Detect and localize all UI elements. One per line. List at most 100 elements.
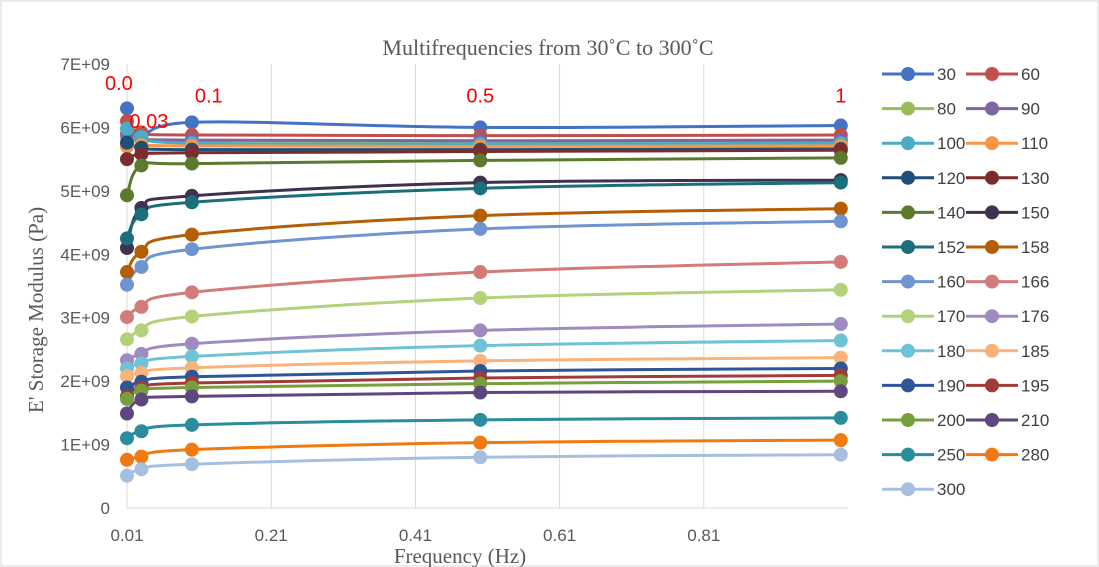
data-point-152-1 (134, 207, 149, 222)
legend-label: 180 (937, 342, 965, 361)
data-point-280-4 (833, 433, 848, 448)
data-point-250-1 (134, 424, 149, 439)
legend-label: 300 (937, 480, 965, 499)
legend-swatch-marker (985, 136, 999, 151)
legend-label: 30 (937, 65, 956, 84)
legend-label: 158 (1021, 238, 1049, 257)
legend-item-130: 130 (966, 169, 1049, 188)
legend-swatch-marker (985, 274, 999, 289)
data-point-160-0 (120, 277, 134, 292)
x-axis-title: Frequency (Hz) (394, 544, 526, 567)
legend-item-200: 200 (882, 411, 965, 430)
data-point-210-0 (120, 406, 134, 421)
legend-label: 130 (1021, 169, 1049, 188)
series-markers (120, 101, 848, 483)
data-point-140-1 (134, 158, 149, 173)
legend-label: 190 (937, 376, 965, 395)
y-tick-label: 3E+09 (60, 309, 110, 328)
data-point-140-4 (833, 150, 848, 165)
data-point-170-4 (833, 282, 848, 297)
legend-item-176: 176 (966, 307, 1049, 326)
data-point-158-0 (120, 265, 134, 280)
data-point-130-2 (184, 145, 199, 160)
y-tick-label: 0 (101, 499, 110, 518)
legend-item-166: 166 (966, 273, 1049, 292)
data-point-185-4 (833, 350, 848, 365)
legend-item-80: 80 (882, 100, 956, 119)
data-point-160-2 (184, 242, 199, 257)
legend-item-150: 150 (966, 203, 1049, 222)
annotation-label: 0.03 (129, 111, 168, 133)
legend-swatch-marker (985, 309, 999, 324)
legend-swatch-marker (985, 343, 999, 358)
data-point-120-0 (120, 135, 134, 150)
data-point-210-1 (134, 392, 149, 407)
data-point-300-2 (184, 457, 199, 472)
legend-swatch-marker (985, 240, 999, 254)
legend-swatch-marker (901, 170, 915, 185)
data-point-160-1 (134, 259, 149, 274)
legend-item-110: 110 (966, 134, 1048, 153)
annotation-label: 0.5 (466, 86, 494, 108)
legend-item-190: 190 (882, 376, 965, 395)
legend-item-280: 280 (966, 446, 1049, 465)
legend-item-195: 195 (966, 376, 1049, 395)
legend-item-160: 160 (882, 273, 965, 292)
legend-swatch-marker (901, 413, 915, 427)
data-point-152-4 (833, 175, 848, 190)
data-point-100-0 (120, 121, 134, 136)
data-point-170-1 (134, 323, 149, 338)
data-point-210-3 (473, 385, 488, 400)
data-point-140-2 (184, 156, 199, 171)
data-point-176-4 (833, 317, 848, 332)
data-point-152-3 (473, 181, 488, 196)
annotation-label: 0.1 (195, 86, 223, 108)
data-point-140-3 (473, 153, 488, 168)
legend-label: 150 (1021, 203, 1049, 222)
data-point-166-3 (473, 265, 488, 280)
chart-title: Multifrequencies from 30˚C to 300˚C (382, 35, 713, 60)
legend-swatch-marker (901, 67, 915, 81)
x-tick-label: 0.41 (399, 526, 432, 545)
data-point-210-4 (833, 384, 848, 399)
legend-swatch-marker (985, 413, 999, 427)
legend-label: 170 (937, 307, 965, 326)
data-point-180-4 (833, 333, 848, 348)
data-point-30-2 (184, 115, 199, 130)
data-point-130-1 (134, 147, 149, 162)
legend-item-90: 90 (966, 100, 1040, 119)
data-point-300-0 (120, 468, 134, 483)
x-tick-label: 0.81 (687, 526, 720, 545)
data-point-180-3 (473, 338, 488, 353)
legend-item-170: 170 (882, 307, 965, 326)
legend-label: 120 (937, 169, 965, 188)
legend-swatch-marker (901, 447, 915, 462)
annotation-label: 0.0 (105, 73, 133, 95)
legend-item-250: 250 (882, 446, 965, 465)
data-point-300-1 (134, 462, 149, 477)
legend-item-100: 100 (882, 134, 965, 153)
legend-label: 280 (1021, 446, 1049, 465)
data-point-170-2 (184, 309, 199, 324)
data-point-250-0 (120, 431, 134, 446)
data-point-158-4 (833, 201, 848, 216)
legend-label: 166 (1021, 273, 1049, 292)
legend-swatch-marker (901, 136, 915, 151)
data-point-185-0 (120, 369, 134, 384)
data-point-130-0 (120, 152, 134, 167)
legend-item-158: 158 (966, 238, 1049, 257)
data-point-152-0 (120, 231, 134, 246)
legend-item-300: 300 (882, 480, 965, 499)
legend-label: 210 (1021, 411, 1049, 430)
legend-swatch-marker (985, 447, 999, 462)
y-tick-label: 5E+09 (60, 182, 110, 201)
legend-label: 140 (937, 203, 965, 222)
legend-swatch-marker (901, 378, 915, 393)
legend-label: 185 (1021, 342, 1049, 361)
y-axis-title: E' Storage Modulus (Pa) (24, 207, 48, 413)
y-tick-label: 4E+09 (60, 245, 110, 264)
data-point-166-1 (134, 299, 149, 314)
legend-item-120: 120 (882, 169, 965, 188)
